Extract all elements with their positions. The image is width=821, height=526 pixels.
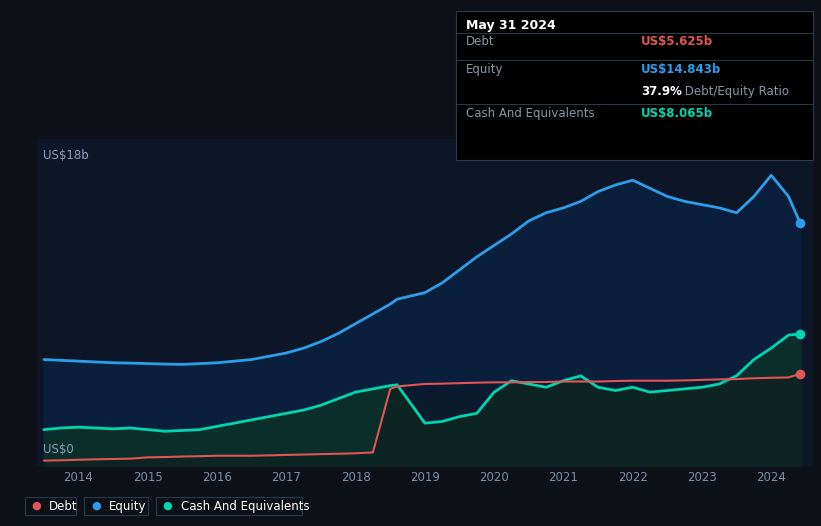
Text: May 31 2024: May 31 2024 xyxy=(466,19,556,33)
Text: 37.9%: 37.9% xyxy=(641,85,682,98)
Text: Cash And Equivalents: Cash And Equivalents xyxy=(181,500,310,512)
Text: ●: ● xyxy=(91,501,101,511)
Text: ●: ● xyxy=(163,501,172,511)
Text: Equity: Equity xyxy=(109,500,146,512)
Text: Cash And Equivalents: Cash And Equivalents xyxy=(466,107,595,120)
Text: US$0: US$0 xyxy=(44,443,74,456)
Text: Debt/Equity Ratio: Debt/Equity Ratio xyxy=(681,85,789,98)
Text: Debt: Debt xyxy=(49,500,78,512)
Text: Equity: Equity xyxy=(466,63,504,76)
Text: US$8.065b: US$8.065b xyxy=(641,107,713,120)
Text: US$14.843b: US$14.843b xyxy=(641,63,722,76)
Text: ●: ● xyxy=(31,501,41,511)
Text: US$5.625b: US$5.625b xyxy=(641,35,713,48)
Text: US$18b: US$18b xyxy=(44,149,89,162)
Text: Debt: Debt xyxy=(466,35,495,48)
